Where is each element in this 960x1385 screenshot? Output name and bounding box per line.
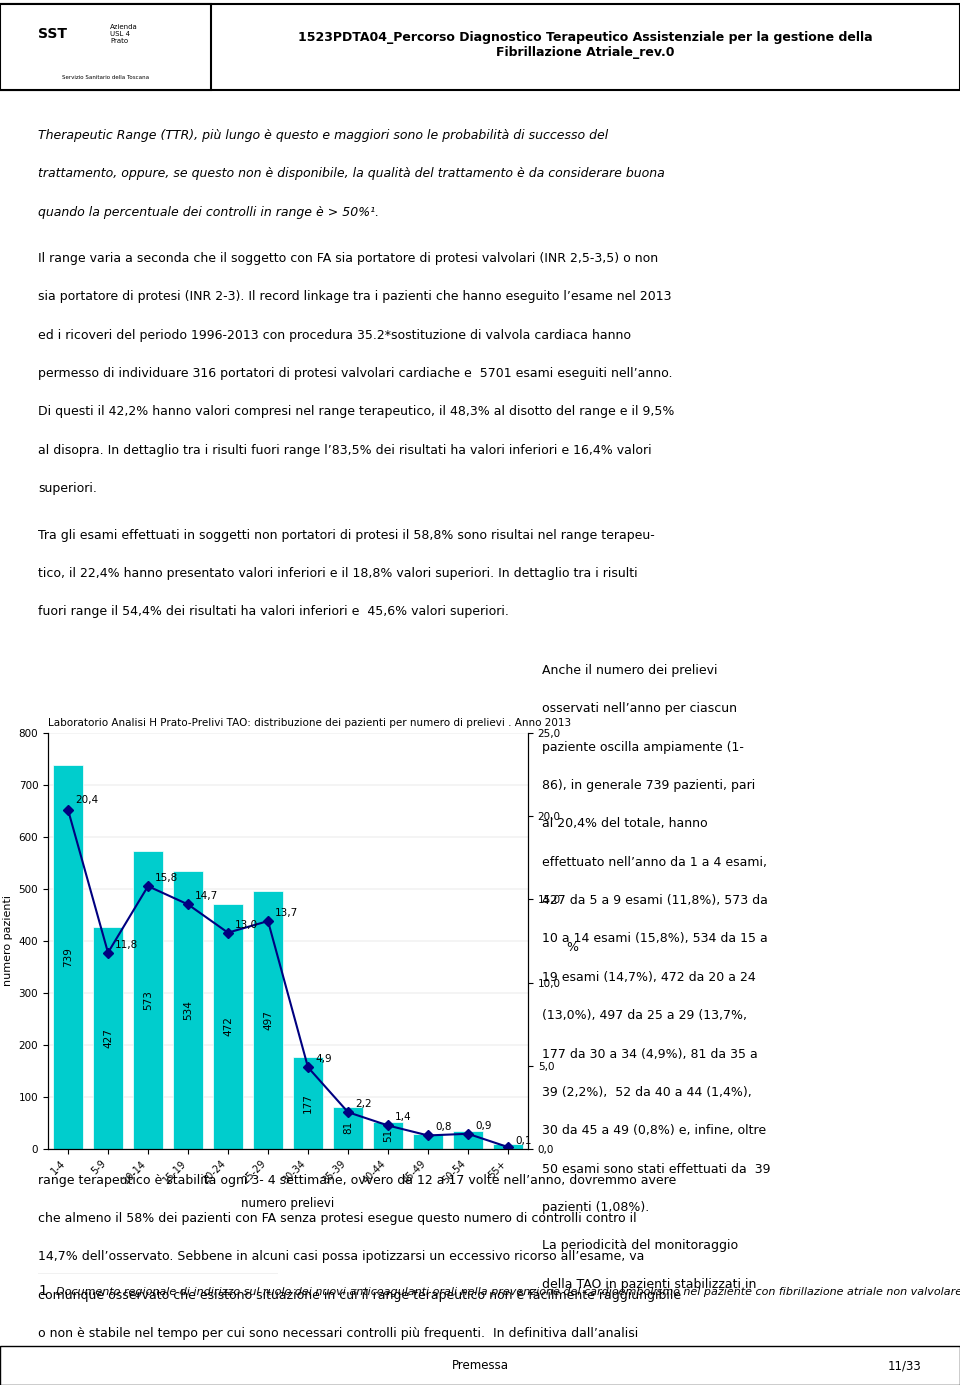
Text: 15,8: 15,8 — [156, 873, 179, 884]
Bar — [133, 852, 163, 1148]
Text: al disopra. In dettaglio tra i risulti fuori range l’83,5% dei risultati ha valo: al disopra. In dettaglio tra i risulti f… — [38, 443, 652, 457]
Text: emerge che uno su due pazienti con FA senza protesi valvolari sono adeguatamente: emerge che uno su due pazienti con FA se… — [38, 1366, 660, 1378]
Text: 50 esami sono stati effettuati da  39: 50 esami sono stati effettuati da 39 — [542, 1162, 771, 1176]
Text: Di questi il 42,2% hanno valori compresi nel range terapeutico, il 48,3% al diso: Di questi il 42,2% hanno valori compresi… — [38, 406, 675, 418]
Text: quando la percentuale dei controlli in range è > 50%¹.: quando la percentuale dei controlli in r… — [38, 205, 379, 219]
Text: Anche il numero dei prelievi: Anche il numero dei prelievi — [542, 663, 718, 677]
Text: 4,9: 4,9 — [315, 1054, 332, 1064]
Text: 177 da 30 a 34 (4,9%), 81 da 35 a: 177 da 30 a 34 (4,9%), 81 da 35 a — [542, 1047, 758, 1061]
FancyBboxPatch shape — [0, 4, 960, 90]
Text: 1: 1 — [38, 1284, 47, 1298]
Text: 1,4: 1,4 — [396, 1112, 412, 1122]
Bar — [213, 903, 243, 1148]
Text: Premessa: Premessa — [451, 1359, 509, 1373]
Bar — [53, 765, 83, 1148]
Bar — [293, 1057, 323, 1148]
Text: 0,8: 0,8 — [435, 1122, 452, 1133]
Text: al 20,4% del totale, hanno: al 20,4% del totale, hanno — [542, 817, 708, 831]
Text: 739: 739 — [63, 947, 73, 967]
Text: 19 esami (14,7%), 472 da 20 a 24: 19 esami (14,7%), 472 da 20 a 24 — [542, 971, 756, 983]
Text: che almeno il 58% dei pazienti con FA senza protesi esegue questo numero di cont: che almeno il 58% dei pazienti con FA se… — [38, 1212, 637, 1224]
Text: Tra gli esami effettuati in soggetti non portatori di protesi il 58,8% sono risu: Tra gli esami effettuati in soggetti non… — [38, 529, 655, 542]
Text: 30 da 45 a 49 (0,8%) e, infine, oltre: 30 da 45 a 49 (0,8%) e, infine, oltre — [542, 1125, 766, 1137]
Text: comunque osservato che esistono situazione in cui il range terapeutico non è fac: comunque osservato che esistono situazio… — [38, 1288, 682, 1302]
Text: della TAO in pazienti stabilizzati in: della TAO in pazienti stabilizzati in — [542, 1277, 756, 1291]
Bar — [493, 1144, 523, 1148]
Text: fuori range il 54,4% dei risultati ha valori inferiori e  45,6% valori superiori: fuori range il 54,4% dei risultati ha va… — [38, 605, 509, 618]
Text: 14,7: 14,7 — [195, 892, 219, 902]
Text: 10 a 14 esami (15,8%), 534 da 15 a: 10 a 14 esami (15,8%), 534 da 15 a — [542, 932, 768, 946]
Text: 0,1: 0,1 — [516, 1136, 532, 1145]
Text: 0,9: 0,9 — [475, 1120, 492, 1130]
Text: 11/33: 11/33 — [888, 1359, 922, 1373]
Text: 2,2: 2,2 — [355, 1100, 372, 1109]
Text: 497: 497 — [263, 1010, 273, 1029]
Text: permesso di individuare 316 portatori di protesi valvolari cardiache e  5701 esa: permesso di individuare 316 portatori di… — [38, 367, 673, 379]
Text: Laboratorio Analisi H Prato-Prelivi TAO: distribuzione dei pazienti per numero d: Laboratorio Analisi H Prato-Prelivi TAO:… — [48, 719, 571, 729]
Text: 20,4: 20,4 — [75, 795, 98, 805]
Text: o non è stabile nel tempo per cui sono necessari controlli più frequenti.  In de: o non è stabile nel tempo per cui sono n… — [38, 1327, 638, 1341]
X-axis label: numero prelievi: numero prelievi — [241, 1197, 335, 1209]
Text: 51: 51 — [383, 1129, 393, 1143]
Bar — [453, 1132, 483, 1148]
Bar — [373, 1122, 403, 1148]
Text: pazienti (1,08%).: pazienti (1,08%). — [542, 1201, 650, 1213]
Y-axis label: %: % — [566, 940, 578, 954]
Text: 573: 573 — [143, 990, 153, 1010]
Text: La periodicità del monitoraggio: La periodicità del monitoraggio — [542, 1240, 738, 1252]
Bar — [333, 1107, 363, 1148]
Text: effettuato nell’anno da 1 a 4 esami,: effettuato nell’anno da 1 a 4 esami, — [542, 856, 767, 868]
Text: osservati nell’anno per ciascun: osservati nell’anno per ciascun — [542, 702, 737, 715]
Y-axis label: numero pazienti: numero pazienti — [3, 896, 13, 986]
FancyBboxPatch shape — [0, 1346, 960, 1385]
FancyBboxPatch shape — [0, 4, 211, 90]
Text: sia portatore di protesi (INR 2-3). Il record linkage tra i pazienti che hanno e: sia portatore di protesi (INR 2-3). Il r… — [38, 291, 672, 303]
Text: 86), in generale 739 pazienti, pari: 86), in generale 739 pazienti, pari — [542, 778, 756, 792]
Text: 472: 472 — [223, 1017, 233, 1036]
Text: superiori.: superiori. — [38, 482, 97, 494]
Text: tico, il 22,4% hanno presentato valori inferiori e il 18,8% valori superiori. In: tico, il 22,4% hanno presentato valori i… — [38, 566, 638, 580]
Text: 13,0: 13,0 — [235, 920, 258, 929]
Text: range terapeutico è stabilita ogni 3- 4 settimane, ovvero da 12 a 17 volte nell’: range terapeutico è stabilita ogni 3- 4 … — [38, 1173, 677, 1187]
Text: 11,8: 11,8 — [115, 939, 138, 950]
Text: (13,0%), 497 da 25 a 29 (13,7%,: (13,0%), 497 da 25 a 29 (13,7%, — [542, 1010, 748, 1022]
Text: trattamento, oppure, se questo non è disponibile, la qualità del trattamento è d: trattamento, oppure, se questo non è dis… — [38, 168, 665, 180]
Bar — [173, 871, 203, 1148]
Text: 427 da 5 a 9 esami (11,8%), 573 da: 427 da 5 a 9 esami (11,8%), 573 da — [542, 895, 768, 907]
Bar — [253, 891, 283, 1148]
Text: 14,7% dell’osservato. Sebbene in alcuni casi possa ipotizzarsi un eccessivo rico: 14,7% dell’osservato. Sebbene in alcuni … — [38, 1251, 645, 1263]
Text: Il range varia a seconda che il soggetto con FA sia portatore di protesi valvola: Il range varia a seconda che il soggetto… — [38, 252, 659, 265]
Text: ed i ricoveri del periodo 1996-2013 con procedura 35.2*sostituzione di valvola c: ed i ricoveri del periodo 1996-2013 con … — [38, 328, 632, 342]
Bar — [93, 927, 123, 1148]
Text: SST: SST — [38, 28, 67, 42]
Text: 534: 534 — [183, 1000, 193, 1019]
Text: 13,7: 13,7 — [276, 909, 299, 918]
Text: 427: 427 — [103, 1028, 113, 1048]
Text: Servizio Sanitario della Toscana: Servizio Sanitario della Toscana — [62, 75, 149, 80]
Text: Documento regionale di indirizzo sul ruolo dei nuovi anticoagulanti orali nella : Documento regionale di indirizzo sul ruo… — [56, 1287, 960, 1296]
Text: 177: 177 — [303, 1093, 313, 1112]
Text: paziente oscilla ampiamente (1-: paziente oscilla ampiamente (1- — [542, 741, 744, 753]
Text: 39 (2,2%),  52 da 40 a 44 (1,4%),: 39 (2,2%), 52 da 40 a 44 (1,4%), — [542, 1086, 752, 1098]
Text: Azienda
USL 4
Prato: Azienda USL 4 Prato — [110, 24, 138, 44]
Text: 81: 81 — [343, 1120, 353, 1134]
Text: Therapeutic Range (TTR), più lungo è questo e maggiori sono le probabilità di su: Therapeutic Range (TTR), più lungo è que… — [38, 129, 609, 141]
Text: 1523PDTA04_Percorso Diagnostico Terapeutico Assistenziale per la gestione della
: 1523PDTA04_Percorso Diagnostico Terapeut… — [299, 32, 873, 60]
Bar — [413, 1134, 443, 1148]
